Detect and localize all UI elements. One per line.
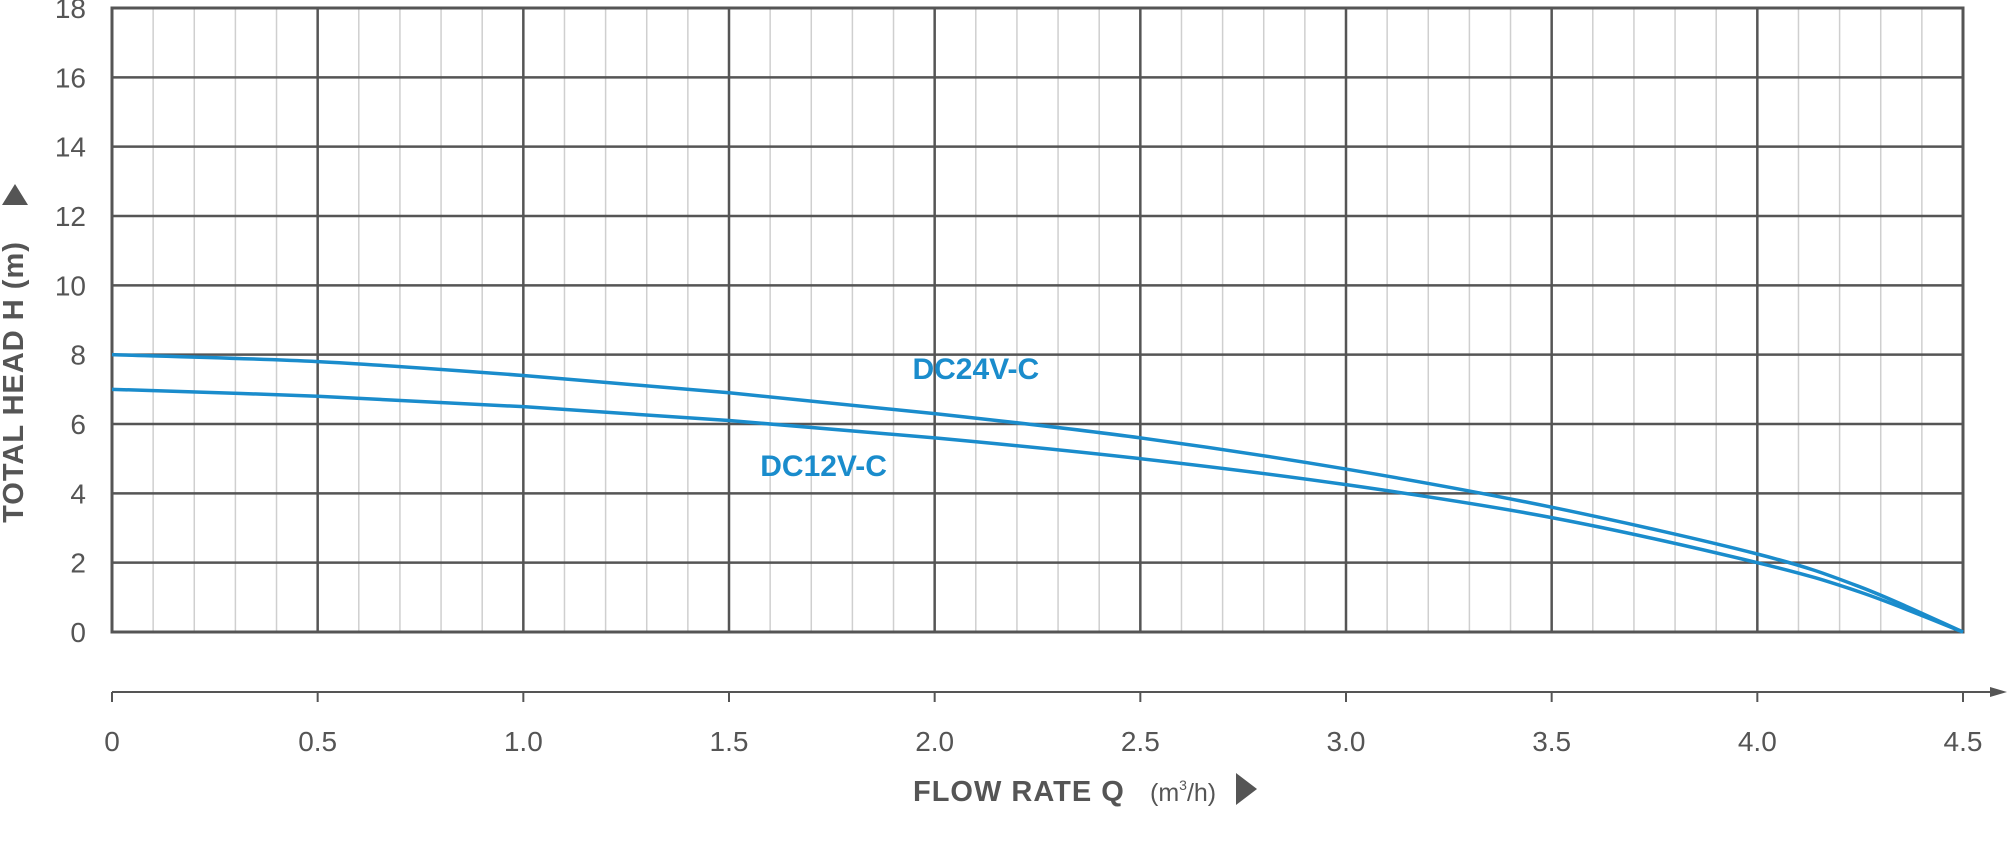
series-label-dc12v-c: DC12V-C xyxy=(760,450,887,483)
series-line-dc12v-c xyxy=(111,387,1964,634)
y-tick-label: 18 xyxy=(55,0,86,24)
y-tick-label: 14 xyxy=(55,132,86,163)
y-tick-label: 8 xyxy=(70,340,86,371)
x-tick-label: 4.0 xyxy=(1738,726,1777,757)
y-tick-label: 2 xyxy=(70,548,86,579)
series-line-dc24v-c xyxy=(111,352,1964,634)
y-tick-label: 4 xyxy=(70,478,86,509)
series-label-dc24v-c: DC24V-C xyxy=(912,353,1039,386)
x-axis-end-arrow-icon xyxy=(1990,687,2007,697)
x-tick-label: 0 xyxy=(104,726,120,757)
minor-gridlines xyxy=(152,8,1923,632)
y-tick-label: 0 xyxy=(70,617,86,648)
y-tick-label: 6 xyxy=(70,409,86,440)
major-gridlines xyxy=(110,6,1965,634)
x-tick-label: 2.0 xyxy=(915,726,954,757)
y-axis-arrow-icon xyxy=(2,184,28,205)
x-tick-label: 4.5 xyxy=(1944,726,1983,757)
x-tick-label: 3.5 xyxy=(1532,726,1571,757)
x-axis-arrow-icon xyxy=(1236,773,1257,805)
y-tick-label: 10 xyxy=(55,270,86,301)
x-tick-labels: 0 0.5 1.0 1.5 2.0 2.5 3.0 3.5 4.0 4.5 xyxy=(104,726,1982,757)
x-tick-label: 1.0 xyxy=(504,726,543,757)
series-lines: DC24V-C DC12V-C xyxy=(111,352,1964,634)
y-tick-label: 16 xyxy=(55,62,86,93)
y-tick-labels: 0 2 4 6 8 10 12 14 16 18 xyxy=(55,0,86,648)
x-tick-label: 2.5 xyxy=(1121,726,1160,757)
x-tick-label: 1.5 xyxy=(710,726,749,757)
plot-frame xyxy=(110,6,1965,634)
y-tick-label: 12 xyxy=(55,201,86,232)
x-axis-unit: (m3/h) xyxy=(1150,777,1216,807)
x-tick-label: 0.5 xyxy=(298,726,337,757)
x-axis-title: FLOW RATE Q xyxy=(913,776,1125,808)
x-axis xyxy=(111,687,2007,702)
x-tick-label: 3.0 xyxy=(1327,726,1366,757)
y-axis-title: TOTAL HEAD H (m) xyxy=(0,241,30,523)
